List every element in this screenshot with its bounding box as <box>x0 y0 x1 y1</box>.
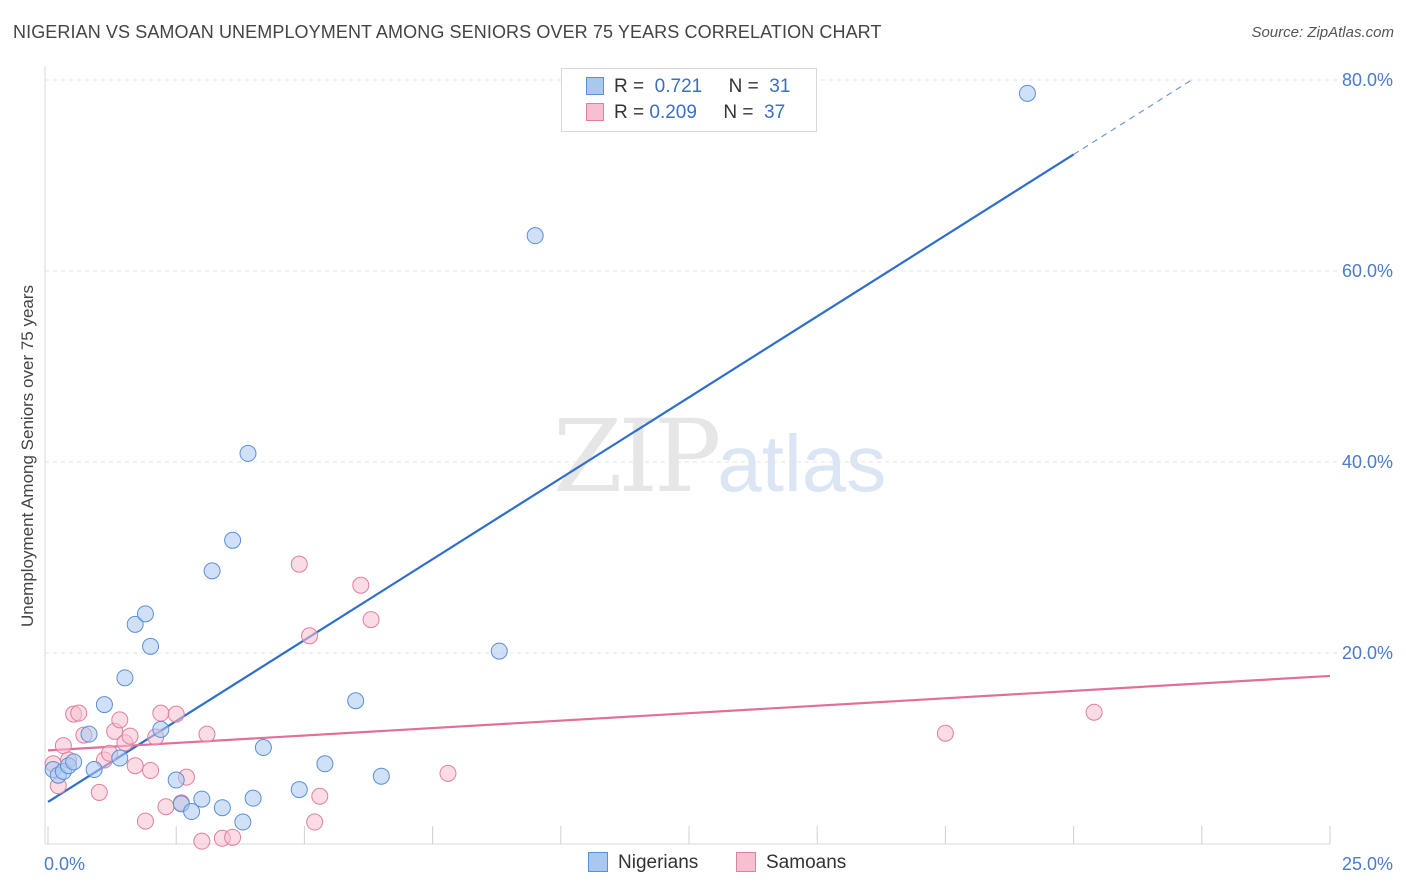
source-credit: Source: ZipAtlas.com <box>1251 24 1394 41</box>
x-tick-label: 0.0% <box>44 854 85 874</box>
data-point-samoan <box>90 783 108 801</box>
data-point-nigerian <box>316 755 334 773</box>
data-point-nigerian <box>167 771 185 789</box>
data-point-nigerian <box>290 781 308 799</box>
watermark-atlas: atlas <box>717 419 887 508</box>
data-point-samoan <box>439 764 457 782</box>
legend-swatch-samoans <box>586 103 604 121</box>
data-point-samoan <box>70 704 88 722</box>
legend-n-value: 31 <box>769 76 791 97</box>
y-tick-label: 80.0% <box>1342 70 1393 90</box>
legend-n-value: 37 <box>764 102 786 123</box>
data-point-nigerian <box>234 813 252 831</box>
data-point-nigerian <box>136 605 154 623</box>
data-point-samoan <box>290 555 308 573</box>
trend-line-nigerians <box>47 153 1075 803</box>
data-point-nigerian <box>526 227 544 245</box>
y-tick-label: 40.0% <box>1342 452 1393 472</box>
data-point-nigerian <box>239 444 257 462</box>
data-point-samoan <box>152 704 170 722</box>
watermark: ZIPatlas <box>553 398 886 515</box>
data-point-samoan <box>193 832 211 850</box>
data-point-nigerian <box>254 739 272 757</box>
tick-labels: 20.0% 40.0% 60.0% 80.0% 0.0% 25.0% <box>44 70 1393 874</box>
legend-item-nigerians: Nigerians <box>588 852 698 874</box>
data-point-nigerian <box>142 637 160 655</box>
data-point-samoan <box>352 576 370 594</box>
data-point-nigerian <box>116 669 134 687</box>
data-point-nigerian <box>95 696 113 714</box>
trend-lines <box>47 79 1331 803</box>
y-axis-label: Unemployment Among Seniors over 75 years <box>18 284 37 628</box>
data-point-samoan <box>1085 703 1103 721</box>
legend-r-value: 0.721 <box>654 76 703 97</box>
data-point-nigerian <box>203 562 221 580</box>
data-point-samoan <box>111 711 129 729</box>
data-point-nigerian <box>111 749 129 767</box>
data-point-nigerian <box>213 799 231 817</box>
data-point-samoan <box>136 812 154 830</box>
data-point-nigerian <box>126 615 144 633</box>
data-point-nigerian <box>372 767 390 785</box>
data-point-samoan <box>54 737 72 755</box>
data-point-nigerian <box>85 761 103 779</box>
data-point-nigerian <box>193 790 211 808</box>
legend-swatch-nigerians <box>586 77 604 95</box>
data-points <box>44 84 1103 850</box>
data-point-samoan <box>142 761 160 779</box>
legend-n-label: N = <box>723 102 754 123</box>
data-point-samoan <box>167 705 185 723</box>
data-point-samoan <box>224 828 242 846</box>
data-point-samoan <box>301 627 319 645</box>
data-point-samoan <box>311 787 329 805</box>
legend-r-value: 0.209 <box>649 102 697 123</box>
legend-swatch-nigerians <box>588 852 608 872</box>
series-legend: Nigerians Samoans <box>0 852 1406 878</box>
legend-r-label: R = <box>614 76 645 97</box>
legend-item-samoans: Samoans <box>736 852 846 874</box>
data-point-samoan <box>121 727 139 745</box>
legend-row-nigerians: R = 0.721 N = 31 <box>586 76 790 102</box>
data-point-nigerian <box>80 725 98 743</box>
axes <box>44 66 1331 845</box>
grid-lines <box>45 79 1392 654</box>
correlation-legend: R = 0.721 N = 31 R = 0.209 N = 37 <box>561 68 817 132</box>
data-point-samoan <box>198 725 216 743</box>
data-point-samoan <box>126 757 144 775</box>
trend-line-nigerians-extension <box>1073 79 1192 155</box>
data-point-nigerian <box>244 789 262 807</box>
legend-n-label: N = <box>728 76 759 97</box>
legend-label-nigerians: Nigerians <box>618 852 699 873</box>
data-point-nigerian <box>224 531 242 549</box>
data-point-samoan <box>936 724 954 742</box>
data-point-samoan <box>306 813 324 831</box>
data-point-nigerian <box>65 753 83 771</box>
legend-r-label: R = <box>614 102 645 123</box>
data-point-nigerian <box>1018 84 1036 102</box>
legend-label-samoans: Samoans <box>766 852 847 873</box>
y-tick-label: 20.0% <box>1342 643 1393 663</box>
y-tick-label: 60.0% <box>1342 261 1393 281</box>
data-point-nigerian <box>347 692 365 710</box>
data-point-samoan <box>362 611 380 629</box>
legend-swatch-samoans <box>736 852 756 872</box>
chart-title: NIGERIAN VS SAMOAN UNEMPLOYMENT AMONG SE… <box>13 22 882 42</box>
watermark-zip: ZIP <box>553 398 721 515</box>
x-tick-label: 25.0% <box>1342 854 1393 874</box>
data-point-nigerian <box>490 642 508 660</box>
data-point-samoan <box>157 798 175 816</box>
legend-row-samoans: R = 0.209 N = 37 <box>586 102 785 128</box>
trend-line-samoans <box>47 674 1331 752</box>
data-point-nigerian <box>183 803 201 821</box>
data-point-nigerian <box>152 720 170 738</box>
